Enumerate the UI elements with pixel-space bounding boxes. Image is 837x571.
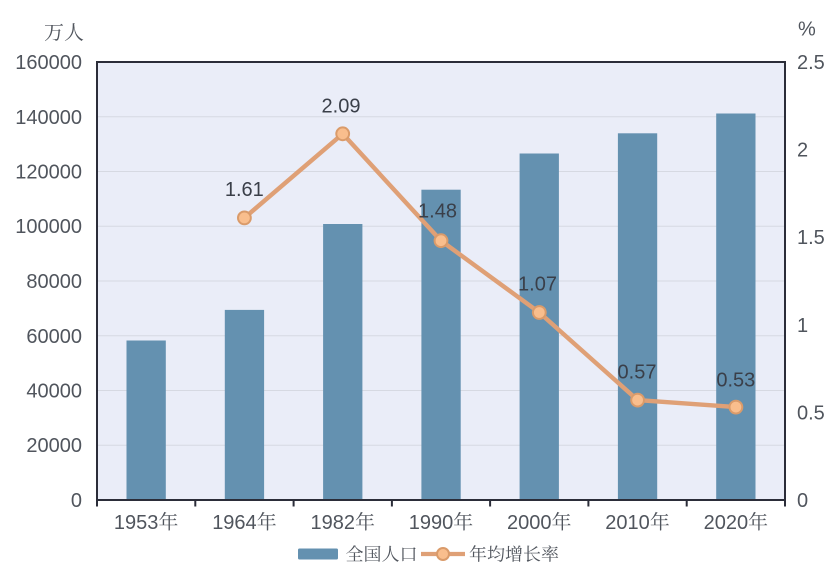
svg-text:1: 1	[797, 315, 808, 337]
svg-text:0: 0	[71, 490, 82, 512]
svg-text:0.5: 0.5	[797, 402, 825, 424]
svg-text:1953: 1953	[114, 512, 158, 534]
svg-text:2010: 2010	[605, 512, 650, 534]
svg-text:0.57: 0.57	[618, 362, 657, 384]
svg-text:1982: 1982	[311, 512, 356, 534]
svg-text:%: %	[798, 19, 816, 41]
svg-text:2: 2	[797, 140, 808, 162]
svg-text:140000: 140000	[15, 107, 82, 129]
svg-text:160000: 160000	[15, 52, 82, 74]
svg-text:2000: 2000	[507, 512, 552, 534]
svg-text:1990: 1990	[409, 512, 454, 534]
svg-text:80000: 80000	[26, 271, 82, 293]
svg-text:2020: 2020	[704, 512, 749, 534]
svg-text:1964: 1964	[212, 512, 257, 534]
svg-text:0: 0	[797, 490, 808, 512]
svg-text:40000: 40000	[26, 381, 82, 403]
svg-text:2.09: 2.09	[322, 96, 361, 118]
svg-text:120000: 120000	[15, 162, 82, 184]
svg-text:1.61: 1.61	[225, 179, 264, 201]
svg-text:1.5: 1.5	[797, 227, 825, 249]
svg-text:20000: 20000	[26, 435, 82, 457]
svg-text:60000: 60000	[26, 326, 82, 348]
svg-text:2.5: 2.5	[797, 52, 825, 74]
svg-text:1.07: 1.07	[518, 274, 557, 296]
svg-text:100000: 100000	[15, 216, 82, 238]
svg-text:0.53: 0.53	[716, 369, 755, 391]
svg-text:1.48: 1.48	[418, 201, 457, 223]
